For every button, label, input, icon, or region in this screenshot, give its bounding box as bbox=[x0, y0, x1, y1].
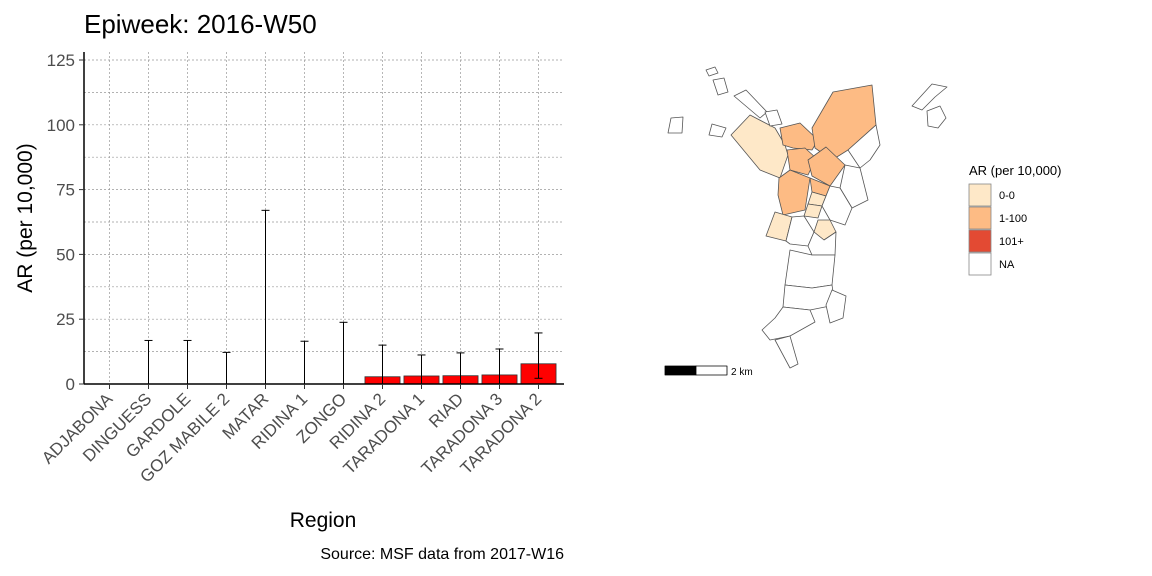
x-axis-title: Region bbox=[290, 509, 357, 532]
map-region-mid-3 bbox=[803, 203, 823, 219]
map-region-center-1 bbox=[779, 122, 819, 151]
map-region-ne-2 bbox=[839, 164, 869, 209]
map-region-west-light bbox=[730, 114, 789, 179]
legend-label-0: 0-0 bbox=[999, 190, 1015, 202]
y-axis-ticks: 0 25 50 75 100 125 bbox=[47, 51, 84, 394]
scale-bar-black bbox=[664, 365, 697, 376]
map-region-w-2 bbox=[708, 123, 727, 138]
bar-chart: 0 25 50 75 100 125 ADJABONADINGUESSGARDOLEGOZ… bbox=[14, 51, 564, 563]
map-region-s-5 bbox=[774, 335, 799, 369]
map-region-e-1 bbox=[911, 83, 948, 111]
legend-swatch-3 bbox=[968, 252, 992, 276]
grid-lines bbox=[84, 52, 564, 385]
legend-label-1: 1-100 bbox=[999, 213, 1027, 225]
y-tick-label: 75 bbox=[56, 181, 75, 200]
map-region-w-1 bbox=[667, 116, 684, 134]
map-legend: AR (per 10,000) 0-0 1-100 101+ NA bbox=[968, 163, 1062, 276]
map-region-nw-2 bbox=[712, 77, 729, 96]
map-region-s-4 bbox=[761, 306, 816, 341]
y-tick-label: 25 bbox=[56, 310, 75, 329]
legend-swatch-1 bbox=[968, 206, 992, 230]
map-region-nw-1 bbox=[705, 66, 719, 77]
y-tick-label: 100 bbox=[47, 116, 75, 135]
scale-bar-white bbox=[695, 365, 728, 376]
map-region-ne-1 bbox=[847, 124, 881, 169]
chart-title: Epiweek: 2016-W50 bbox=[84, 9, 317, 39]
caption: Source: MSF data from 2017-W16 bbox=[320, 546, 564, 563]
map-region-s-3 bbox=[825, 289, 847, 324]
legend-label-2: 101+ bbox=[999, 236, 1024, 248]
map-region-center-west bbox=[777, 169, 811, 216]
legend-title: AR (per 10,000) bbox=[969, 163, 1062, 178]
region-map: 2 km bbox=[664, 66, 948, 378]
legend-label-3: NA bbox=[999, 259, 1015, 271]
map-region-s-1 bbox=[784, 249, 836, 289]
legend-swatch-2 bbox=[968, 229, 992, 253]
map-region-n-2 bbox=[764, 109, 783, 127]
map-region-center-3 bbox=[807, 146, 846, 187]
y-tick-label: 0 bbox=[66, 375, 75, 394]
y-axis-title: AR (per 10,000) bbox=[14, 143, 37, 292]
map-region-e-2 bbox=[926, 105, 947, 129]
map-region-mid-white bbox=[821, 185, 853, 226]
y-tick-label: 50 bbox=[56, 245, 75, 264]
map-region-n-1 bbox=[733, 89, 768, 119]
error-bars bbox=[144, 209, 543, 384]
legend-swatch-0 bbox=[968, 183, 992, 207]
scale-bar-label: 2 km bbox=[731, 367, 753, 378]
y-tick-label: 125 bbox=[47, 51, 75, 70]
